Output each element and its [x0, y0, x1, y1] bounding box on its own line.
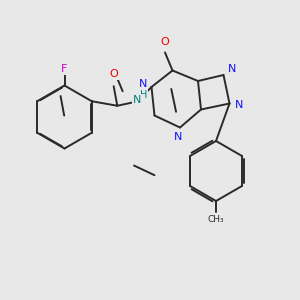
- Text: N: N: [133, 95, 141, 105]
- Text: N: N: [174, 132, 183, 142]
- Text: N: N: [228, 64, 236, 74]
- Text: N: N: [139, 79, 147, 89]
- Text: N: N: [235, 100, 243, 110]
- Text: O: O: [160, 37, 169, 47]
- Text: CH₃: CH₃: [208, 214, 224, 224]
- Text: O: O: [109, 69, 118, 79]
- Text: H: H: [140, 90, 147, 100]
- Text: F: F: [61, 64, 68, 74]
